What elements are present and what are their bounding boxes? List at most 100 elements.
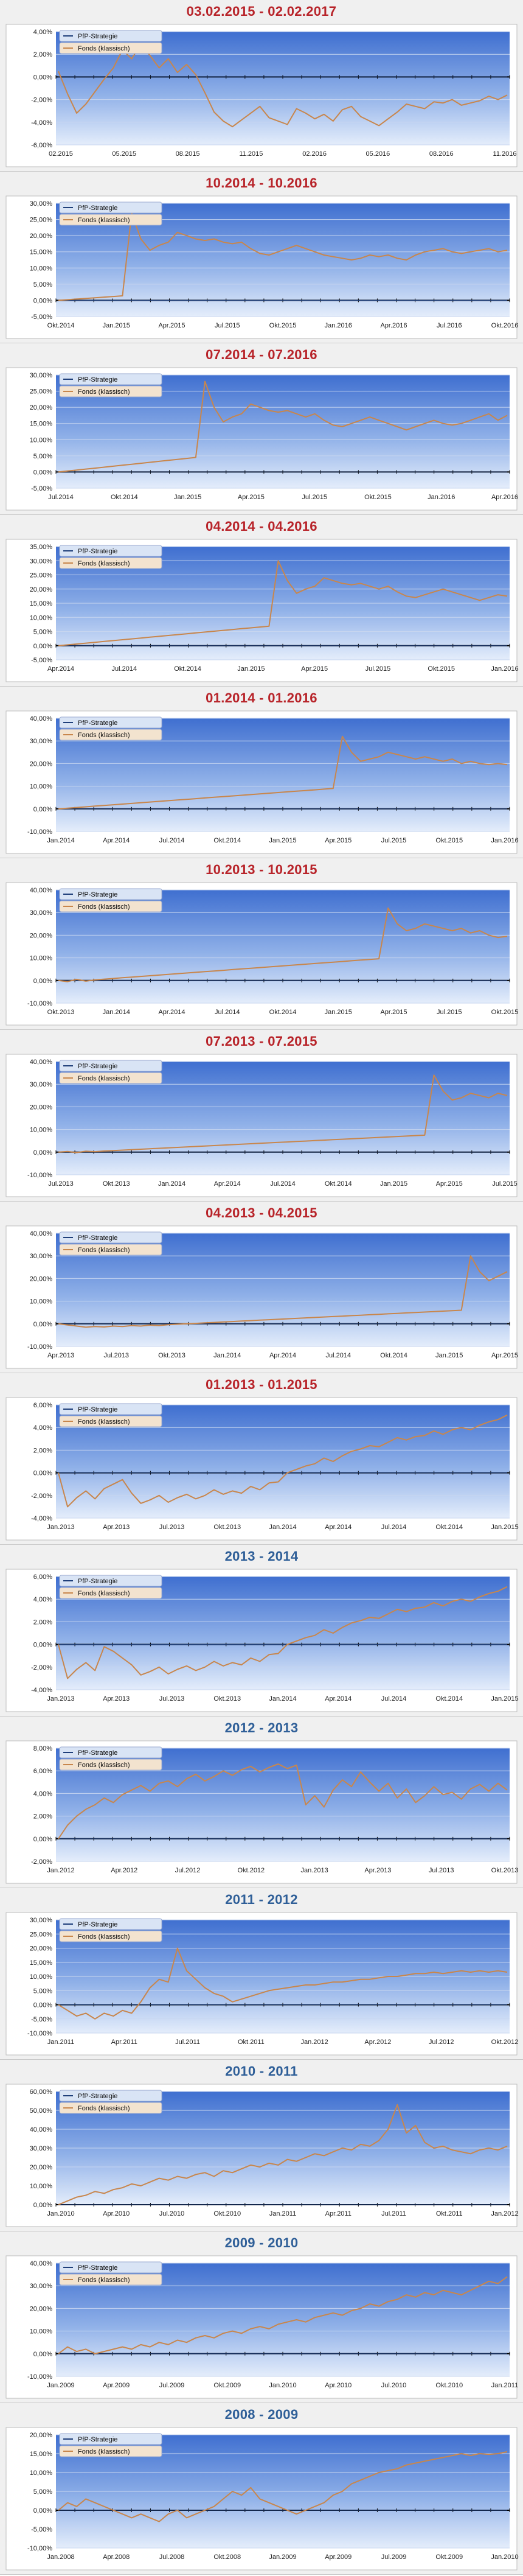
- x-tick-label: Jul.2010: [381, 2382, 407, 2389]
- y-tick-label: 40,00%: [30, 887, 53, 894]
- x-tick-label: Jul.2015: [437, 1009, 462, 1016]
- y-tick-label: -5,00%: [31, 2526, 52, 2533]
- x-tick-label: Jan.2014: [47, 837, 74, 844]
- y-tick-label: -10,00%: [27, 828, 52, 836]
- x-tick-label: Jul.2014: [325, 1352, 351, 1359]
- legend-label: PfP-Strategie: [78, 1921, 117, 1928]
- x-tick-label: Okt.2015: [435, 837, 463, 844]
- series-line-fonds: [58, 2451, 508, 2522]
- x-tick-label: Jul.2014: [270, 1180, 296, 1188]
- x-tick-label: Jan.2013: [47, 1524, 74, 1531]
- y-tick-label: 10,00%: [30, 2183, 53, 2190]
- y-tick-label: 8,00%: [33, 1745, 52, 1752]
- x-tick-label: Apr.2015: [238, 494, 265, 501]
- x-tick-label: Jan.2011: [491, 2382, 518, 2389]
- y-tick-label: -2,00%: [31, 1858, 52, 1866]
- x-tick-label: Jul.2014: [381, 1524, 407, 1531]
- x-tick-label: Apr.2013: [364, 1867, 391, 1874]
- legend-label: Fonds (klassisch): [78, 732, 130, 739]
- x-tick-label: Apr.2015: [491, 1352, 518, 1359]
- y-tick-label: 25,00%: [30, 1931, 53, 1938]
- x-tick-label: Okt.2015: [491, 1009, 519, 1016]
- x-tick-label: Jan.2009: [269, 2553, 296, 2561]
- x-tick-label: Okt.2013: [158, 1352, 185, 1359]
- chart-svg: 40,00%30,00%20,00%10,00%0,00%-10,00%Jul.…: [5, 1054, 518, 1197]
- y-tick-label: 40,00%: [30, 2126, 53, 2133]
- x-tick-label: Okt.2014: [111, 494, 138, 501]
- legend-label: PfP-Strategie: [78, 1578, 117, 1585]
- series-line-fonds: [58, 907, 508, 982]
- legend-box: [59, 2090, 162, 2102]
- legend-box: [59, 201, 162, 214]
- legend-box: [59, 1231, 162, 1244]
- y-tick-label: 2,00%: [33, 1813, 52, 1821]
- legend-label: PfP-Strategie: [78, 719, 117, 727]
- chart-svg: 40,00%30,00%20,00%10,00%0,00%-10,00%Jan.…: [5, 2255, 518, 2399]
- legend: PfP-Strategie Fonds (klassisch): [59, 888, 162, 912]
- x-tick-label: Jan.2013: [47, 1695, 74, 1703]
- y-tick-label: 5,00%: [33, 281, 52, 289]
- y-tick-label: 20,00%: [30, 404, 53, 411]
- x-tick-label: Okt.2011: [238, 2039, 265, 2046]
- chart-svg: 4,00% 2,00% 0,00% -2,00% -4,00% -6,00%02.2015…: [5, 24, 518, 167]
- chart-title: 07.2014 - 07.2016: [206, 347, 317, 362]
- x-tick-label: Apr.2014: [325, 1524, 352, 1531]
- legend-label: PfP-Strategie: [78, 376, 117, 383]
- x-tick-label: Okt.2013: [213, 1524, 241, 1531]
- y-tick-label: -4,00%: [31, 119, 52, 127]
- legend-box: [59, 888, 162, 900]
- x-tick-label: Jul.2013: [103, 1352, 129, 1359]
- legend-label: PfP-Strategie: [78, 33, 117, 40]
- chart-panel: 04.2014 - 04.2016 35,00% 30,00% 25,00% 20,00…: [0, 515, 523, 687]
- y-tick-label: 25,00%: [30, 572, 53, 579]
- legend-box: [59, 214, 162, 226]
- x-tick-label: Jan.2016: [428, 494, 455, 501]
- y-tick-label: 20,00%: [30, 2305, 53, 2312]
- y-tick-label: 0,00%: [33, 643, 52, 650]
- y-tick-label: 20,00%: [30, 2164, 53, 2171]
- chart-panel: 01.2014 - 01.2016 40,00% 30,00% 20,00% 10,00…: [0, 687, 523, 858]
- y-tick-label: 30,00%: [30, 738, 53, 745]
- legend-label: Fonds (klassisch): [78, 45, 130, 52]
- chart-title: 2011 - 2012: [225, 1892, 298, 1907]
- x-tick-label: Jul.2014: [48, 494, 74, 501]
- y-tick-label: 15,00%: [30, 421, 53, 428]
- y-tick-label: -2,00%: [31, 1493, 52, 1500]
- x-tick-label: Okt.2014: [325, 1180, 352, 1188]
- x-tick-label: Jul.2013: [159, 1524, 185, 1531]
- legend-box: [59, 1759, 162, 1771]
- x-tick-label: Okt.2014: [213, 837, 241, 844]
- x-tick-label: Jan.2012: [301, 2039, 328, 2046]
- x-tick-label: Apr.2015: [301, 665, 328, 673]
- x-tick-label: Okt.2011: [436, 2210, 463, 2217]
- x-tick-label: Jan.2014: [103, 1009, 130, 1016]
- x-tick-label: Jan.2015: [237, 665, 265, 673]
- x-tick-label: Apr.2015: [325, 837, 352, 844]
- y-tick-label: 30,00%: [30, 2283, 53, 2290]
- x-tick-label: Apr.2008: [103, 2553, 130, 2561]
- legend-box: [59, 1587, 162, 1599]
- legend-label: Fonds (klassisch): [78, 1247, 130, 1254]
- x-tick-label: Apr.2014: [47, 665, 74, 673]
- legend-label: Fonds (klassisch): [78, 1075, 130, 1082]
- legend: PfP-Strategie Fonds (klassisch): [59, 1918, 162, 1942]
- y-tick-label: -10,00%: [27, 2030, 52, 2037]
- x-tick-label: Okt.2014: [174, 665, 201, 673]
- x-tick-label: Okt.2015: [269, 322, 297, 329]
- legend-label: PfP-Strategie: [78, 548, 117, 555]
- y-tick-label: -10,00%: [27, 1000, 52, 1007]
- x-tick-label: Apr.2011: [111, 2039, 137, 2046]
- y-tick-label: 15,00%: [30, 600, 53, 607]
- y-tick-label: 20,00%: [30, 586, 53, 593]
- legend-box: [59, 557, 162, 569]
- x-tick-label: Apr.2015: [380, 1009, 407, 1016]
- legend-label: Fonds (klassisch): [78, 1762, 130, 1769]
- x-tick-label: Jan.2013: [301, 1867, 328, 1874]
- legend-label: Fonds (klassisch): [78, 1590, 130, 1597]
- chart-panel: 2009 - 2010 40,00% 30,00% 20,00% 10,00% 0,00%…: [0, 2231, 523, 2403]
- x-tick-label: Jul.2014: [111, 665, 137, 673]
- chart-svg: 40,00% 30,00% 20,00% 10,00% 0,00% -10,00% Okt.…: [5, 882, 519, 1026]
- legend-label: Fonds (klassisch): [78, 2105, 130, 2112]
- x-tick-label: Apr.2013: [103, 1524, 130, 1531]
- x-tick-label: Apr.2014: [158, 1009, 185, 1016]
